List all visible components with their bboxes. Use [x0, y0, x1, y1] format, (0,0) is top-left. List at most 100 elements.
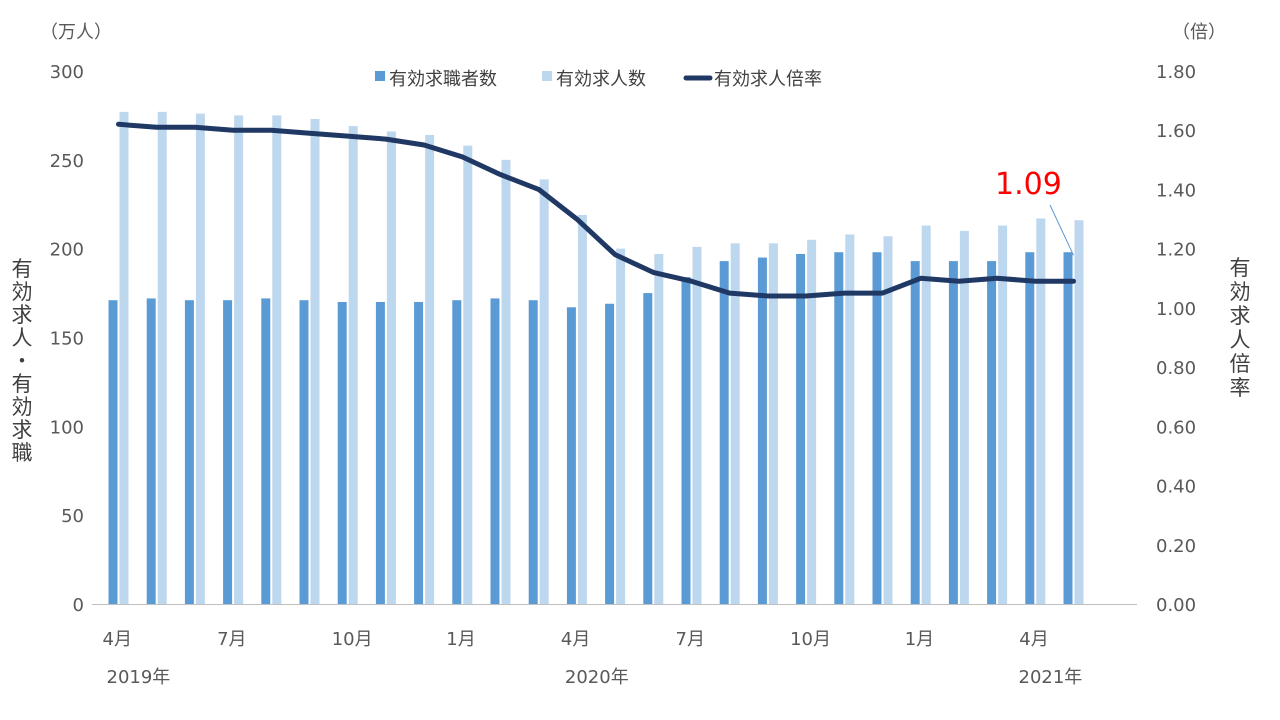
bar-job-seekers [605, 303, 615, 604]
ratio-line [116, 121, 1076, 299]
x-tick-label: 4月 [1019, 629, 1048, 650]
bar-job-openings [501, 159, 511, 605]
bar-job-openings [1074, 220, 1084, 605]
bar-job-openings [692, 246, 702, 604]
bar-job-openings [463, 145, 473, 604]
bar-job-seekers [184, 300, 194, 604]
left-axis-title-text: 有効求人・有効求職 [12, 257, 33, 465]
x-tick-label: 1月 [905, 629, 934, 650]
bar-job-seekers [528, 300, 538, 604]
legend: 有効求職者数 有効求人数 有効求人倍率 [375, 69, 822, 90]
bar-job-seekers [490, 298, 500, 604]
bar-job-seekers [872, 252, 882, 604]
bar-job-seekers [337, 301, 347, 604]
bar-job-seekers [108, 300, 118, 604]
bar-job-openings [921, 225, 931, 604]
bar-job-openings [616, 248, 626, 604]
bar-job-openings [539, 179, 549, 605]
bar-job-openings [272, 115, 282, 605]
right-y-tick-label: 1.40 [1156, 180, 1196, 201]
bar-job-openings [1036, 218, 1046, 605]
left-y-tick-label: 300 [50, 62, 84, 83]
x-tick-label: 7月 [217, 629, 246, 650]
left-y-tick-label: 250 [50, 151, 84, 172]
left-y-tick-label: 100 [50, 417, 84, 438]
bar-job-seekers [948, 261, 958, 604]
x-tick-label: 7月 [676, 629, 705, 650]
bar-job-openings [959, 230, 969, 604]
bar-job-openings [998, 225, 1008, 604]
year-label: 2019年 [107, 667, 171, 688]
bar-job-openings [654, 253, 664, 604]
legend-label: 有効求人倍率 [714, 69, 822, 90]
bars [108, 111, 1084, 605]
bar-job-openings [310, 118, 320, 604]
year-label: 2020年 [565, 667, 629, 688]
right-axis-title: 有効求人倍率 [1230, 256, 1251, 400]
x-tick-label: 4月 [103, 629, 132, 650]
bar-job-seekers [299, 300, 309, 604]
right-y-tick-label: 0.40 [1156, 477, 1196, 498]
annotation-label: 1.09 [995, 167, 1062, 202]
bar-job-seekers [261, 298, 271, 604]
legend-label: 有効求職者数 [389, 69, 497, 90]
bar-job-openings [234, 115, 244, 605]
bar-job-openings [730, 243, 740, 604]
annotation: 1.09 [995, 167, 1074, 256]
bar-job-seekers [414, 301, 424, 604]
bar-job-seekers [223, 300, 233, 604]
right-y-tick-label: 1.80 [1156, 62, 1196, 83]
bar-job-openings [157, 111, 167, 604]
bar-job-openings [845, 234, 855, 604]
bar-job-seekers [1025, 252, 1035, 604]
bar-job-seekers [681, 277, 691, 604]
right-y-tick-label: 1.20 [1156, 240, 1196, 261]
bar-job-seekers [566, 307, 576, 604]
right-y-tick-label: 1.60 [1156, 121, 1196, 142]
bar-job-openings [195, 113, 205, 604]
bar-job-seekers [834, 252, 844, 604]
legend-swatch [375, 71, 385, 81]
x-tick-label: 10月 [332, 629, 373, 650]
bar-job-seekers [796, 253, 806, 604]
bar-job-openings [425, 134, 435, 604]
right-axis-title-text: 有効求人倍率 [1230, 256, 1251, 400]
left-y-tick-label: 50 [61, 506, 84, 527]
x-tick-label: 10月 [790, 629, 831, 650]
left-axis-unit: （万人） [40, 22, 112, 43]
bar-job-openings [768, 243, 778, 604]
tick-labels: 0 50 100 150 200 250 300 0.00 0.20 0.40 0.60 0.80 1.… [50, 62, 1196, 688]
left-y-tick-label: 150 [50, 329, 84, 350]
right-y-tick-label: 0.20 [1156, 536, 1196, 557]
bar-job-seekers [757, 257, 767, 604]
left-axis-title: 有効求人・有効求職 [12, 257, 33, 465]
year-label: 2021年 [1019, 667, 1083, 688]
annotation-leader-line [1049, 204, 1074, 256]
bar-job-seekers [910, 261, 920, 604]
bar-job-openings [577, 214, 587, 604]
right-y-tick-label: 1.00 [1156, 299, 1196, 320]
bar-job-seekers [643, 293, 653, 604]
bar-job-openings [386, 131, 396, 604]
x-tick-label: 1月 [446, 629, 475, 650]
ratio-line-path [116, 121, 1076, 299]
left-y-tick-label: 0 [73, 595, 84, 616]
right-y-tick-label: 0.60 [1156, 417, 1196, 438]
bar-job-seekers [1063, 252, 1073, 604]
bar-job-openings [348, 126, 358, 605]
right-axis-unit: （倍） [1172, 22, 1226, 43]
bar-job-openings [807, 239, 817, 605]
bar-job-seekers [987, 261, 997, 604]
left-y-tick-label: 200 [50, 240, 84, 261]
right-y-tick-label: 0.00 [1156, 595, 1196, 616]
bar-job-seekers [452, 300, 462, 604]
right-y-tick-label: 0.80 [1156, 358, 1196, 379]
bar-job-openings [119, 111, 129, 604]
x-tick-label: 4月 [561, 629, 590, 650]
bar-job-openings [883, 236, 893, 605]
bar-job-seekers [146, 298, 156, 604]
legend-swatch [542, 71, 552, 81]
bar-job-seekers [375, 301, 385, 604]
legend-label: 有効求人数 [556, 69, 646, 90]
